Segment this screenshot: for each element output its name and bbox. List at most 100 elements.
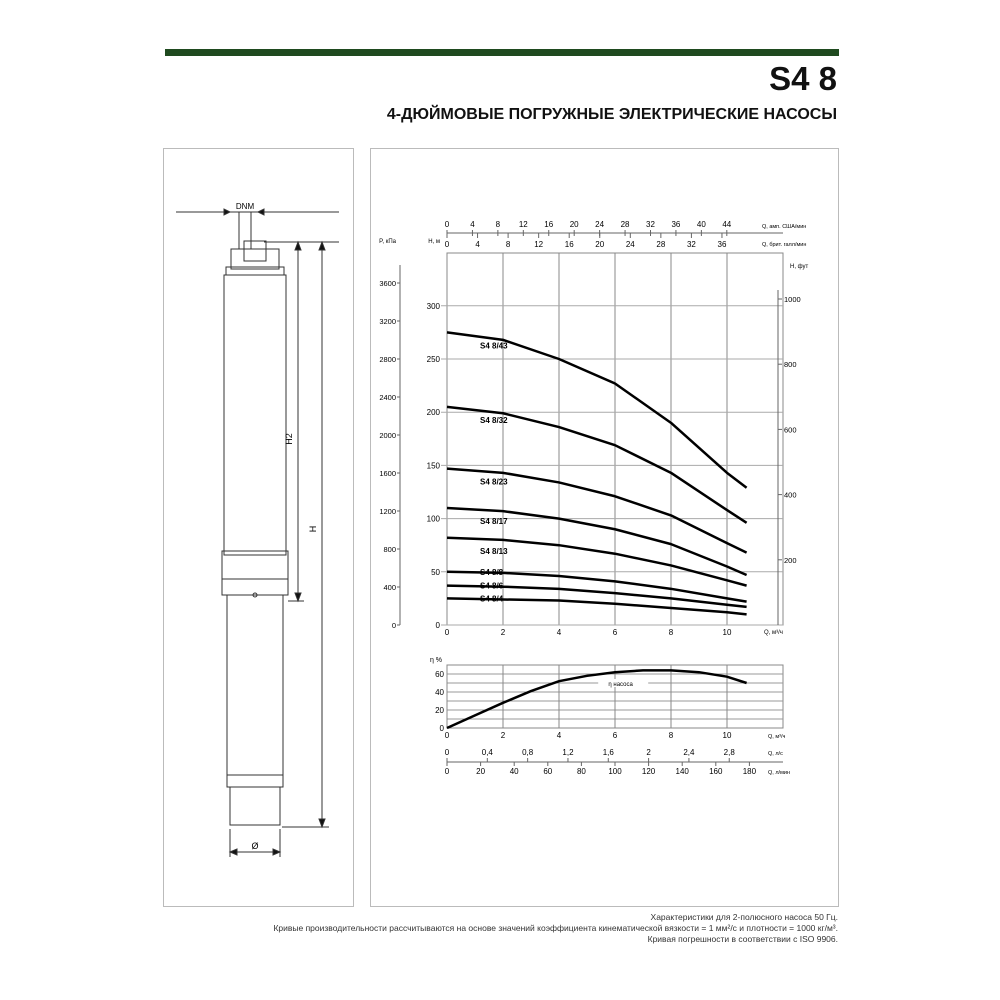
ls-tick-label: 0,4 (482, 748, 494, 757)
top-axis1-tick-label: 44 (722, 220, 731, 229)
efficiency-x-label: Q, м³/ч (768, 734, 785, 740)
efficiency-x-tick-label: 4 (557, 731, 562, 740)
efficiency-y-tick-label: 60 (435, 670, 444, 679)
lmin-tick-label: 20 (476, 767, 485, 776)
top-axis1-tick-label: 16 (544, 220, 553, 229)
efficiency-x-tick-label: 8 (669, 731, 674, 740)
x-axis-label: Q, м³/ч (764, 630, 783, 636)
curve-S4-8-32 (446, 405, 748, 524)
p-tick-label: 2800 (379, 355, 396, 364)
x-tick-label: 0 (445, 628, 450, 637)
curve-label: S4 8/17 (480, 517, 508, 526)
curve-S4-8-13 (446, 536, 747, 587)
top-axis2-tick-label: 8 (506, 240, 511, 249)
lmin-tick-label: 60 (543, 767, 552, 776)
ls-tick-label: 0,8 (522, 748, 534, 757)
curve-S4-8-23 (446, 467, 748, 554)
performance-chart-panel (370, 148, 839, 907)
h-label: H (308, 526, 318, 533)
efficiency-x-tick-label: 2 (501, 731, 506, 740)
p-tick-label: 0 (392, 621, 396, 630)
footnotes: Характеристики для 2-полюсного насоса 50… (273, 912, 838, 945)
top-axis2-tick-label: 4 (475, 240, 480, 249)
h2-label: H2 (284, 433, 294, 445)
lmin-tick-label: 40 (510, 767, 519, 776)
efficiency-y-label: η % (430, 657, 442, 664)
h-tick-label: 250 (427, 355, 441, 364)
p-tick-label: 2000 (379, 431, 396, 440)
lmin-tick-label: 140 (676, 767, 690, 776)
top-axis2-tick-label: 16 (565, 240, 574, 249)
ls-tick-label: 2,4 (683, 748, 695, 757)
top-axis1-tick-label: 32 (646, 220, 655, 229)
ls-tick-label: 1,2 (562, 748, 574, 757)
top-axis2-tick-label: 28 (656, 240, 665, 249)
p-tick-label: 3600 (379, 279, 396, 288)
top-axis1-tick-label: 4 (470, 220, 475, 229)
lmin-tick-label: 180 (743, 767, 757, 776)
x-tick-label: 4 (557, 628, 562, 637)
p-tick-label: 800 (383, 545, 396, 554)
p-tick-label: 1600 (379, 469, 396, 478)
curve-S4-8-4 (446, 597, 747, 616)
ft-axis-label: H, фут (790, 264, 809, 270)
x-tick-label: 6 (613, 628, 618, 637)
ls-tick-label: 1,6 (603, 748, 615, 757)
h-tick-label: 300 (427, 302, 441, 311)
top-axis1-tick-label: 20 (570, 220, 579, 229)
h-tick-label: 200 (427, 408, 441, 417)
p-tick-label: 3200 (379, 317, 396, 326)
pump-drawing: DNM H2 H Ø (176, 202, 339, 857)
p-tick-label: 1200 (379, 507, 396, 516)
curve-label: S4 8/13 (480, 547, 508, 556)
top-axis1-label: Q, амп. США/мин (762, 224, 806, 230)
efficiency-x-tick-label: 10 (723, 731, 732, 740)
lmin-tick-label: 160 (709, 767, 723, 776)
ls-tick-label: 2 (646, 748, 651, 757)
efficiency-curve (446, 669, 747, 730)
curve-label: S4 8/32 (480, 416, 508, 425)
top-axis1-tick-label: 36 (671, 220, 680, 229)
top-axis2-tick-label: 12 (534, 240, 543, 249)
dnm-label: DNM (236, 202, 255, 211)
header-accent-bar (165, 49, 839, 56)
curve-label: S4 8/4 (480, 594, 504, 603)
top-axis1-tick-label: 0 (445, 220, 450, 229)
h-tick-label: 100 (427, 515, 441, 524)
dimension-drawing-panel: DNM H2 H Ø (163, 148, 354, 907)
x-tick-label: 2 (501, 628, 506, 637)
ft-tick-label: 400 (784, 491, 797, 500)
ft-tick-label: 600 (784, 425, 797, 434)
efficiency-label-bg (598, 679, 649, 687)
top-axis2-tick-label: 24 (626, 240, 635, 249)
efficiency-curve-label: η насоса (608, 682, 633, 688)
page-subtitle: 4-ДЮЙМОВЫЕ ПОГРУЖНЫЕ ЭЛЕКТРИЧЕСКИЕ НАСОС… (386, 106, 837, 123)
ls-tick-label: 0 (445, 748, 450, 757)
ft-tick-label: 1000 (784, 295, 801, 304)
curve-S4-8-8 (446, 570, 747, 603)
h-tick-label: 150 (427, 461, 441, 470)
top-axis1-tick-label: 8 (496, 220, 501, 229)
x-tick-label: 8 (669, 628, 674, 637)
lmin-tick-label: 80 (577, 767, 586, 776)
ft-tick-label: 800 (784, 360, 797, 369)
top-axis2-tick-label: 32 (687, 240, 696, 249)
p-tick-label: 400 (383, 583, 396, 592)
top-axis2-tick-label: 20 (595, 240, 604, 249)
footnote: Кривая погрешности в соответствии с ISO … (647, 934, 838, 944)
curve-label: S4 8/8 (480, 568, 504, 577)
h-tick-label: 0 (436, 621, 441, 630)
top-axis2-tick-label: 36 (718, 240, 727, 249)
lmin-tick-label: 120 (642, 767, 656, 776)
efficiency-y-tick-label: 20 (435, 706, 444, 715)
efficiency-y-tick-label: 40 (435, 688, 444, 697)
diameter-label: Ø (251, 841, 258, 851)
ls-tick-label: 2,8 (724, 748, 736, 757)
h-axis-label: H, м (428, 239, 440, 245)
page-title: S4 8 (769, 60, 837, 97)
footnote: Кривые производительности рассчитываются… (273, 923, 838, 933)
top-axis2-tick-label: 0 (445, 240, 450, 249)
top-axis2-label: Q, брит. галл/мин (762, 242, 806, 248)
lmin-tick-label: 0 (445, 767, 450, 776)
